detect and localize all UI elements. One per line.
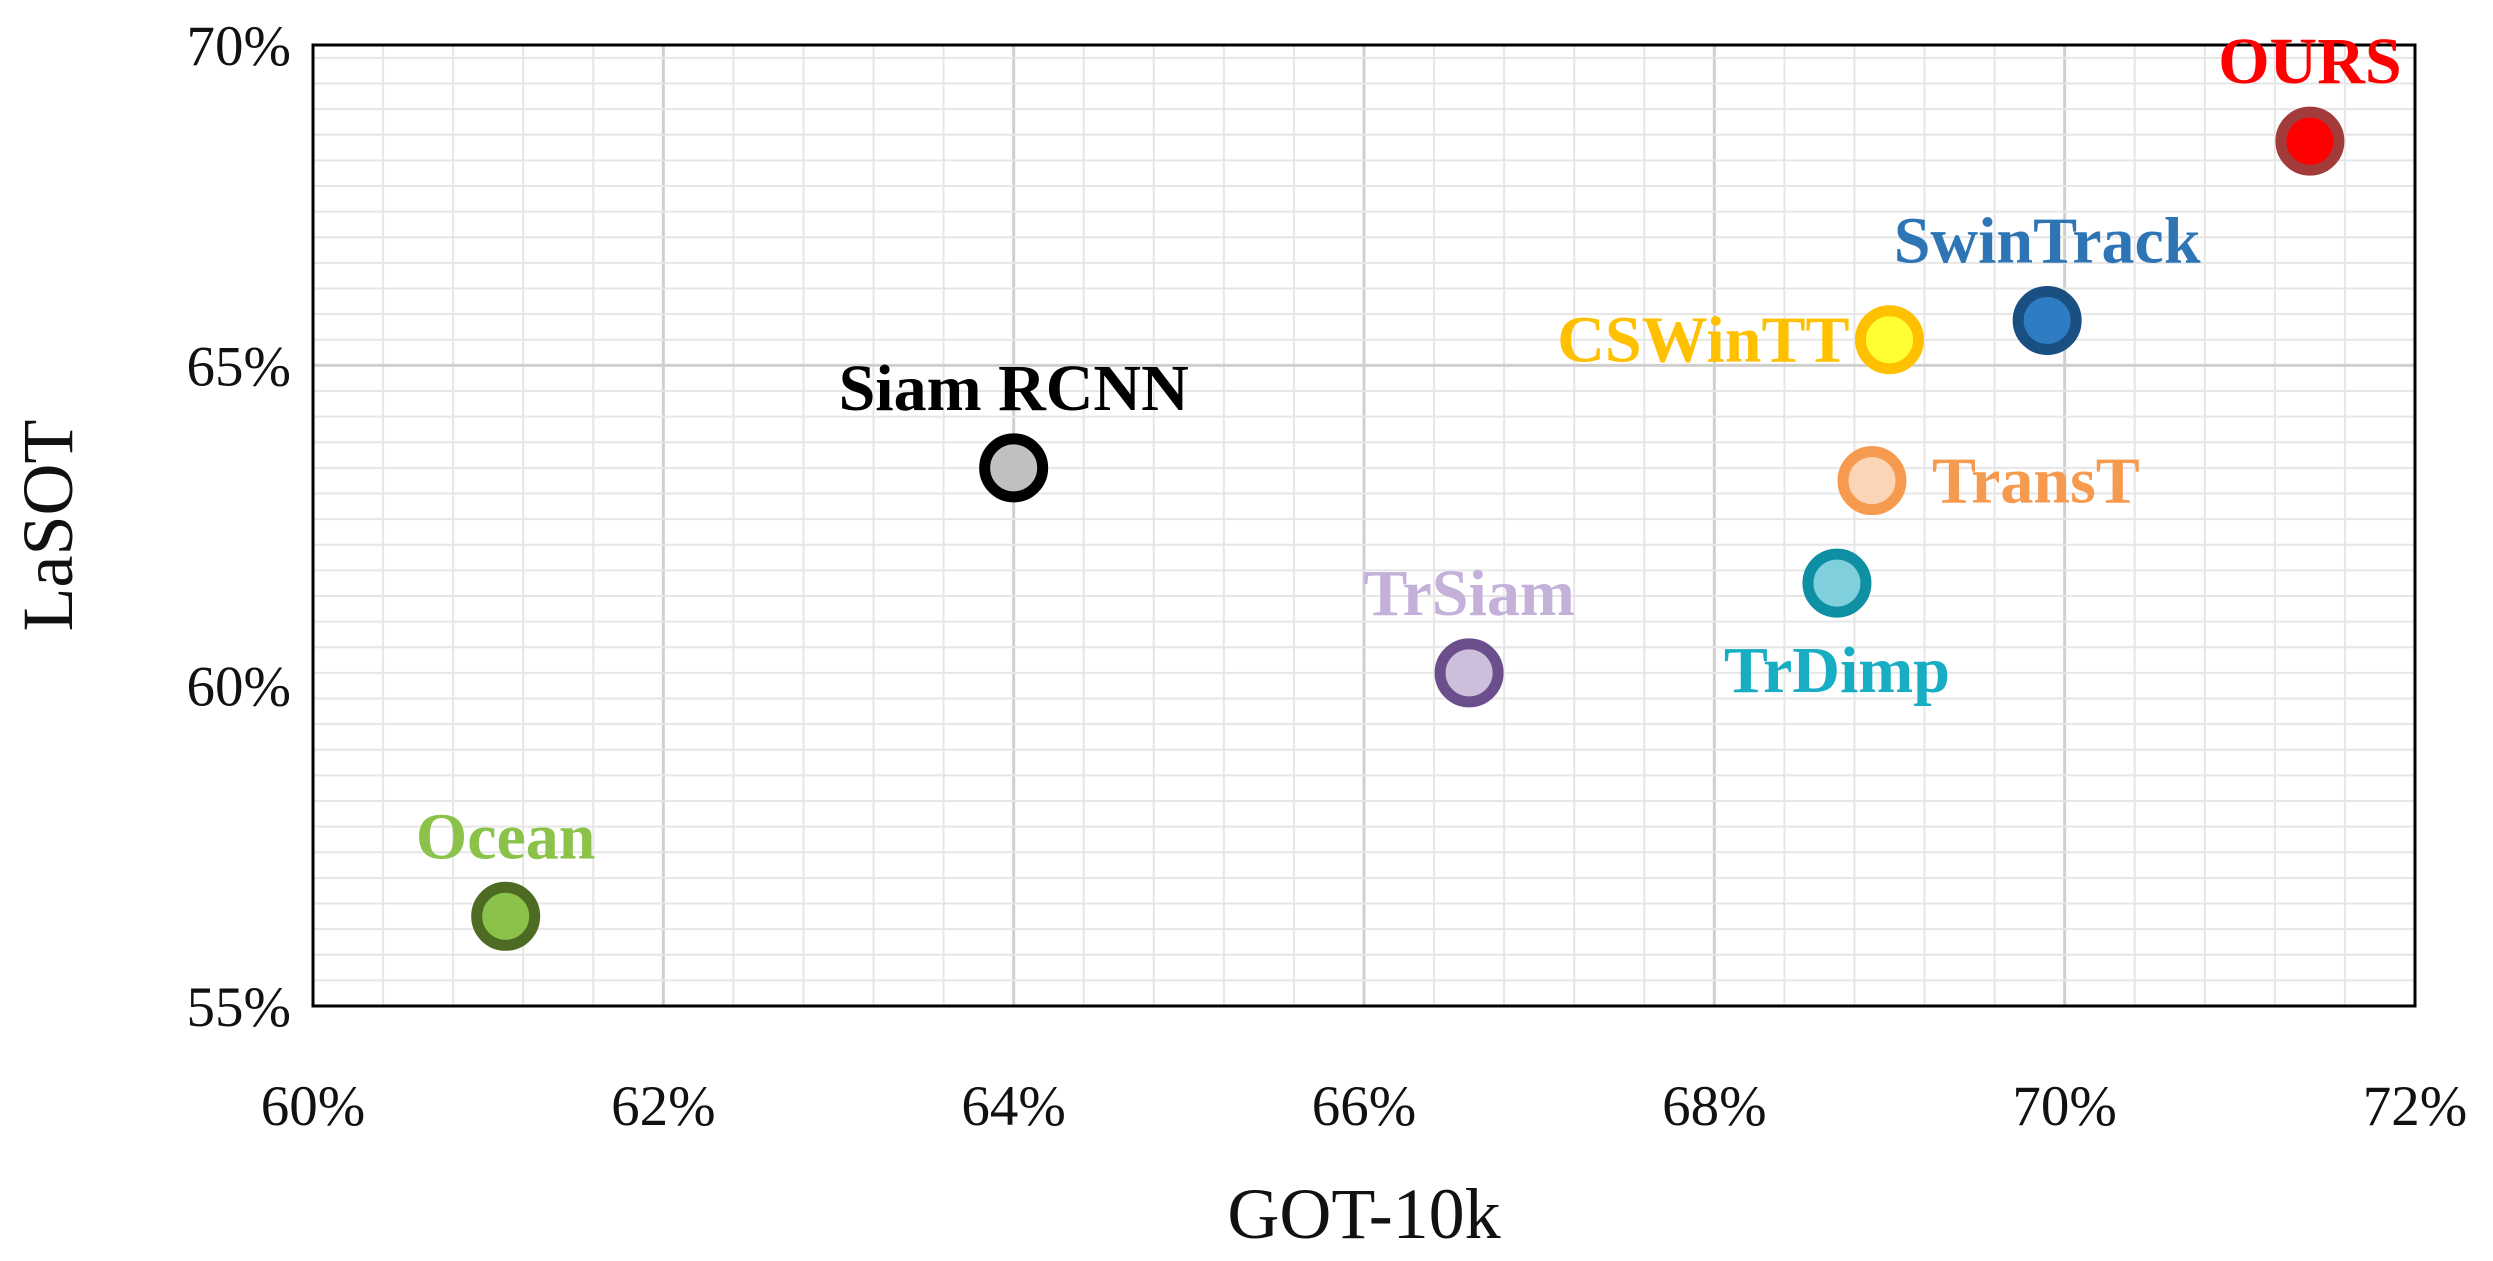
y-tick-label: 55% xyxy=(187,976,291,1039)
point-swintrack xyxy=(2012,285,2082,355)
point-ocean xyxy=(471,881,541,951)
y-tick-label: 70% xyxy=(187,15,291,78)
plot-area-frame xyxy=(311,43,2417,1008)
x-tick-label: 70% xyxy=(2012,1075,2116,1138)
x-tick-label: 60% xyxy=(261,1075,365,1138)
y-axis-ticks: 55% 60% 65% 70% xyxy=(187,15,291,1039)
point-siam-rcnn xyxy=(979,433,1049,503)
point-label-cswintt: CSWinTT xyxy=(1557,304,1849,377)
y-axis-label: LaSOT xyxy=(8,420,88,632)
point-label-trsiam: TrSiam xyxy=(1363,557,1574,630)
y-tick-label: 65% xyxy=(187,335,291,398)
data-points: Ocean Siam RCNN TrSiam TrDimp TransT CSWinTT S… xyxy=(416,25,2402,951)
x-tick-label: 62% xyxy=(611,1075,715,1138)
point-trdimp xyxy=(1802,548,1872,618)
point-trsiam xyxy=(1434,638,1504,708)
point-ours xyxy=(2275,106,2345,176)
point-label-trdimp: TrDimp xyxy=(1724,634,1950,707)
x-tick-label: 64% xyxy=(961,1075,1065,1138)
point-label-transt: TransT xyxy=(1932,445,2140,518)
x-axis-label: GOT-10k xyxy=(1227,1174,1500,1254)
x-tick-label: 72% xyxy=(2363,1075,2467,1138)
x-tick-label: 66% xyxy=(1312,1075,1416,1138)
point-label-ours: OURS xyxy=(2218,25,2401,98)
point-label-ocean: Ocean xyxy=(416,800,596,873)
x-tick-label: 68% xyxy=(1662,1075,1766,1138)
y-tick-label: 60% xyxy=(187,656,291,719)
point-label-swintrack: SwinTrack xyxy=(1894,204,2201,277)
point-label-siam-rcnn: Siam RCNN xyxy=(839,352,1189,425)
grid xyxy=(313,45,2415,1006)
point-cswintt xyxy=(1855,305,1924,375)
x-axis-ticks: 60% 62% 64% 66% 68% 70% 72% xyxy=(261,1075,2467,1138)
point-transt xyxy=(1837,446,1907,516)
